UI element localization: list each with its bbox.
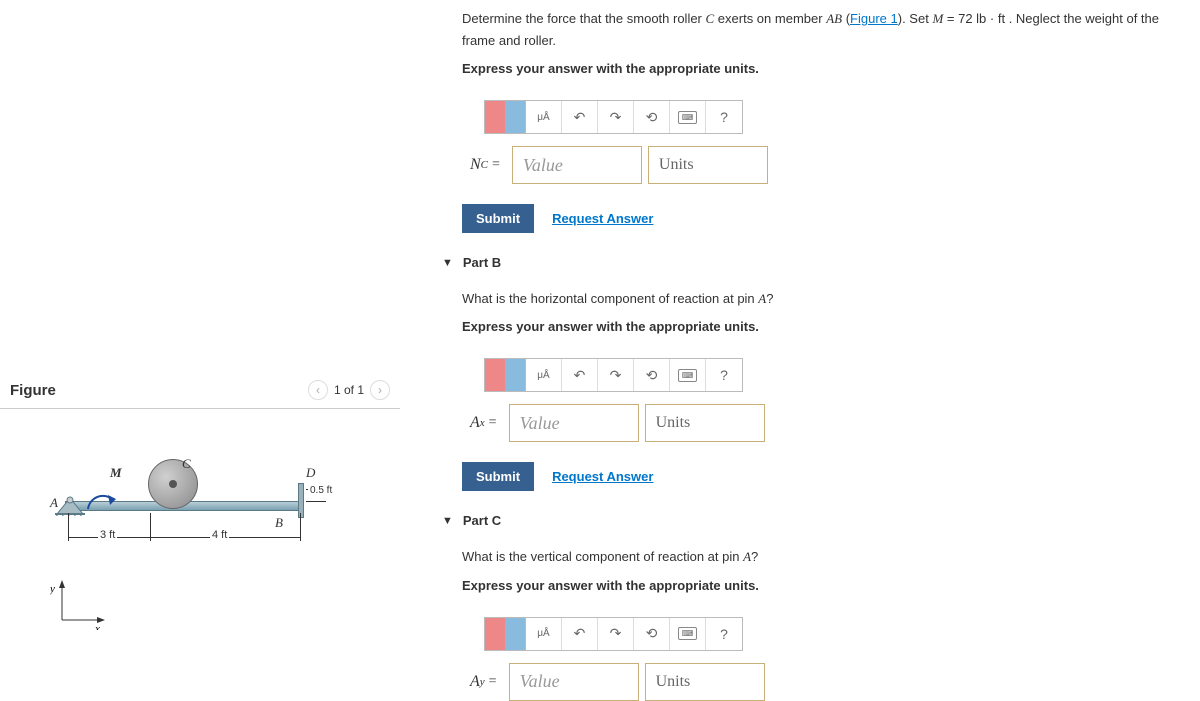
redo-icon[interactable]: ↷ <box>598 618 634 650</box>
answer-row-c: Ay= Value Units <box>462 663 1192 701</box>
label-a: A <box>50 495 58 511</box>
part-b-header[interactable]: ▼ Part B <box>442 255 1192 270</box>
units-instruction-b: Express your answer with the appropriate… <box>462 316 1192 338</box>
problem-statement: Determine the force that the smooth roll… <box>462 8 1192 52</box>
submit-button[interactable]: Submit <box>462 462 534 491</box>
redo-icon[interactable]: ↷ <box>598 101 634 133</box>
value-input-b[interactable]: Value <box>509 404 639 442</box>
format-icon[interactable]: μÅ <box>526 618 562 650</box>
pager-prev-button[interactable]: ‹ <box>308 380 328 400</box>
var-ab: AB <box>826 11 842 26</box>
submit-button[interactable]: Submit <box>462 204 534 233</box>
answer-row-a: NC= Value Units <box>462 146 1192 184</box>
undo-icon[interactable]: ↶ <box>562 618 598 650</box>
text: What is the vertical component of reacti… <box>462 549 743 564</box>
keyboard-icon[interactable]: ⌨ <box>670 101 706 133</box>
part-b-question: What is the horizontal component of reac… <box>462 288 1192 310</box>
variable-ax: Ax= <box>462 404 509 442</box>
redo-icon[interactable]: ↷ <box>598 359 634 391</box>
variable-ay: Ay= <box>462 663 509 701</box>
svg-text:x: x <box>94 623 100 630</box>
answer-row-b: Ax= Value Units <box>462 404 1192 442</box>
help-icon[interactable]: ? <box>706 359 742 391</box>
keyboard-icon[interactable]: ⌨ <box>670 618 706 650</box>
question-panel: Determine the force that the smooth roll… <box>432 0 1192 701</box>
coordinate-axes: y x <box>50 580 110 630</box>
value-input-a[interactable]: Value <box>512 146 642 184</box>
pager-label: 1 of 1 <box>334 383 364 397</box>
part-c-title: Part C <box>463 513 501 528</box>
part-b-title: Part B <box>463 255 501 270</box>
format-icon[interactable]: μÅ <box>526 101 562 133</box>
var-c: C <box>706 11 715 26</box>
part-c-question: What is the vertical component of reacti… <box>462 546 1192 568</box>
pager-next-button[interactable]: › <box>370 380 390 400</box>
text: What is the horizontal component of reac… <box>462 291 758 306</box>
help-icon[interactable]: ? <box>706 101 742 133</box>
reset-icon[interactable]: ⟲ <box>634 359 670 391</box>
figure-header: Figure ‹ 1 of 1 › <box>0 380 400 409</box>
template-icon[interactable] <box>485 359 526 391</box>
help-icon[interactable]: ? <box>706 618 742 650</box>
reset-icon[interactable]: ⟲ <box>634 101 670 133</box>
label-m: M <box>110 465 122 481</box>
figure-title: Figure <box>10 382 56 399</box>
roller-center <box>169 480 177 488</box>
figure-link[interactable]: Figure 1 <box>850 11 898 26</box>
units-input-c[interactable]: Units <box>645 663 765 701</box>
part-c-header[interactable]: ▼ Part C <box>442 513 1192 528</box>
submit-row-a: Submit Request Answer <box>462 204 1192 233</box>
label-c: C <box>182 456 191 472</box>
dim-05ft: 0.5 ft <box>308 485 334 496</box>
text: ? <box>751 549 758 564</box>
reset-icon[interactable]: ⟲ <box>634 618 670 650</box>
answer-toolbar-c: μÅ ↶ ↷ ⟲ ⌨ ? <box>484 617 743 651</box>
label-b: B <box>275 515 283 531</box>
text: exerts on member <box>714 11 826 26</box>
mechanics-diagram: M A C B D 3 ft 4 ft 0.5 ft <box>50 459 350 579</box>
units-instruction-c: Express your answer with the appropriate… <box>462 575 1192 597</box>
text: . Set <box>902 11 932 26</box>
text: ? <box>766 291 773 306</box>
request-answer-link[interactable]: Request Answer <box>552 469 653 484</box>
svg-text:y: y <box>50 583 55 595</box>
undo-icon[interactable]: ↶ <box>562 101 598 133</box>
dim-tick-h <box>306 501 326 502</box>
value-input-c[interactable]: Value <box>509 663 639 701</box>
format-icon[interactable]: μÅ <box>526 359 562 391</box>
var-a: A <box>743 549 751 564</box>
keyboard-icon[interactable]: ⌨ <box>670 359 706 391</box>
text: Determine the force that the smooth roll… <box>462 11 706 26</box>
caret-down-icon: ▼ <box>442 257 453 269</box>
dim-3ft: 3 ft <box>98 529 117 541</box>
submit-row-b: Submit Request Answer <box>462 462 1192 491</box>
variable-nc: NC= <box>462 146 512 184</box>
figure-panel: Figure ‹ 1 of 1 › <box>0 380 400 579</box>
request-answer-link[interactable]: Request Answer <box>552 211 653 226</box>
units-instruction: Express your answer with the appropriate… <box>462 58 1192 80</box>
dim-4ft: 4 ft <box>210 529 229 541</box>
units-input-a[interactable]: Units <box>648 146 768 184</box>
dim-tick <box>300 513 301 541</box>
bracket-d <box>298 483 304 518</box>
template-icon[interactable] <box>485 101 526 133</box>
caret-down-icon: ▼ <box>442 515 453 527</box>
undo-icon[interactable]: ↶ <box>562 359 598 391</box>
moment-arrow <box>80 479 120 519</box>
units-input-b[interactable]: Units <box>645 404 765 442</box>
given-value: M <box>932 11 943 26</box>
answer-toolbar-a: μÅ ↶ ↷ ⟲ ⌨ ? <box>484 100 743 134</box>
template-icon[interactable] <box>485 618 526 650</box>
figure-pager: ‹ 1 of 1 › <box>308 380 390 400</box>
label-d: D <box>306 465 315 481</box>
answer-toolbar-b: μÅ ↶ ↷ ⟲ ⌨ ? <box>484 358 743 392</box>
